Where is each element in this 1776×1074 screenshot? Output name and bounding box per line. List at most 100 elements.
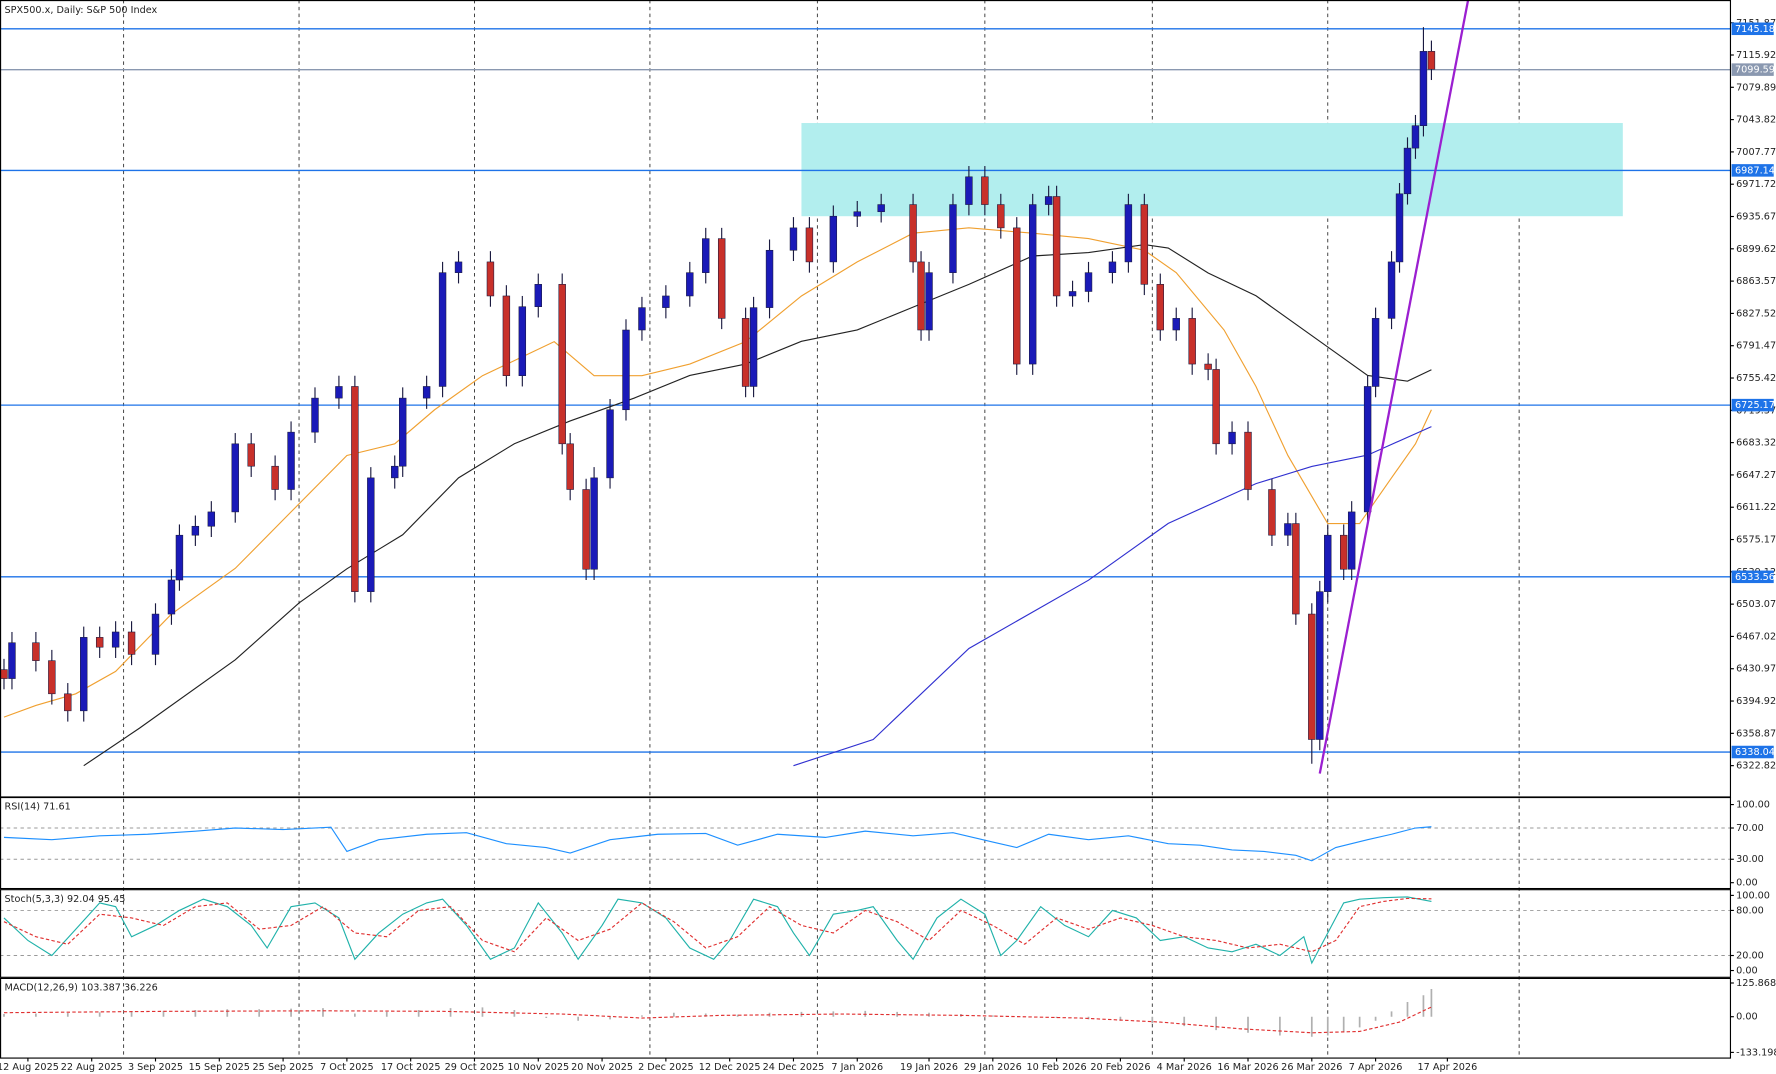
grid-layer [0,0,1731,1059]
candle-body [1084,272,1093,292]
y-tick-label: 0.00 [1736,966,1758,977]
candle-body [48,660,56,695]
candle-body [271,465,279,490]
y-tick-label: 70.00 [1736,823,1764,834]
panel-0 [0,0,1731,774]
candle-body [566,443,574,490]
y-tick-label: 6899.62 [1736,244,1776,255]
candle-body [8,642,16,679]
candle-body [877,204,885,213]
candle-body [805,227,814,263]
candle-body [925,272,933,331]
y-tick-label: 80.00 [1736,905,1764,916]
x-tick-label: 16 Mar 2026 [1217,1062,1278,1073]
candle-body [638,307,646,331]
y-tick-label: 6647.27 [1736,470,1776,481]
candle-body [1188,318,1196,365]
x-tick-label: 7 Oct 2025 [320,1062,374,1073]
candle-body [1292,523,1300,615]
candle-body [789,227,798,251]
x-tick-label: 20 Feb 2026 [1090,1062,1150,1073]
x-tick-label: 3 Sep 2025 [128,1062,183,1073]
data-layer [0,0,1731,1037]
level-label: 7099.59 [1735,65,1775,76]
y-tick-label: 7079.89 [1736,82,1776,93]
x-tick-label: 29 Jan 2026 [964,1062,1022,1073]
indicator-line [3,897,1432,953]
candle-body [1156,284,1164,331]
candle-body [1052,196,1061,297]
x-tick-label: 25 Sep 2025 [252,1062,313,1073]
candle-body [1427,51,1436,70]
y-tick-label: 0.00 [1736,1012,1758,1023]
candle-body [391,465,399,479]
level-label-box [1731,63,1774,76]
candle-body [1268,489,1276,536]
candle-body [717,238,726,319]
candle-body [997,204,1005,229]
y-tick-label: 6611.22 [1736,502,1776,513]
y-tick-label: 6430.97 [1736,664,1776,675]
candle-body [127,631,136,655]
y-tick-label: 6971.72 [1736,179,1776,190]
moving-average [3,227,1432,718]
candle-body [351,386,359,592]
candle-body [702,238,710,273]
y-tick-label: 6863.57 [1736,276,1776,287]
candle-body [367,477,375,592]
moving-average [793,426,1432,767]
y-tick-label: 7115.92 [1736,50,1776,61]
candle-body [486,261,495,297]
candle-body [311,397,319,433]
candle-body [1347,511,1356,570]
signal-line [3,1006,1432,1034]
candle-body [454,261,463,273]
candle-body [1411,125,1420,149]
level-label-box [1731,22,1774,36]
candle-body [534,284,542,307]
panel-3 [3,989,1433,1037]
candle-body [1244,431,1252,490]
candle-body [582,489,590,570]
candle-body [1140,204,1149,285]
candle-body [438,272,447,387]
panel-2 [3,896,1432,965]
candle-body [0,669,8,679]
candle-body [247,443,255,467]
y-tick-label: 6683.32 [1736,438,1776,449]
indicator-title: Stoch(5,3,3) 92.04 95.45 [5,894,126,905]
candle-body [207,511,216,527]
candle-body [151,613,160,655]
x-tick-label: 29 Oct 2025 [445,1062,505,1073]
x-tick-label: 22 Aug 2025 [61,1062,123,1073]
x-tick-label: 12 Dec 2025 [699,1062,761,1073]
candle-body [231,443,239,513]
x-tick-label: 10 Feb 2026 [1027,1062,1087,1073]
y-tick-label: 6575.17 [1736,535,1776,546]
candle-body [287,431,295,490]
level-label: 6725.17 [1735,400,1775,411]
candle-body [917,261,925,331]
panel-1 [3,826,1432,862]
x-tick-label: 7 Apr 2026 [1349,1062,1403,1073]
candle-body [558,284,566,445]
indicator-title: RSI(14) 71.61 [5,802,71,813]
candle-body [1124,204,1133,263]
rsi-frame [0,796,1732,890]
candle-body [1044,196,1053,205]
y-tick-label: 6503.07 [1736,599,1776,610]
y-tick-label: 6467.02 [1736,631,1776,642]
candle-body [1387,261,1396,319]
candle-body [1068,291,1077,297]
moving-average [83,244,1432,767]
candle-body [1371,318,1380,387]
candle-body [1395,193,1404,263]
candle-body [175,534,184,581]
candle-body [111,631,120,648]
candle-body [502,295,511,376]
x-tick-label: 24 Dec 2025 [763,1062,825,1073]
x-tick-label: 10 Nov 2025 [507,1062,569,1073]
candle-body [622,329,630,411]
